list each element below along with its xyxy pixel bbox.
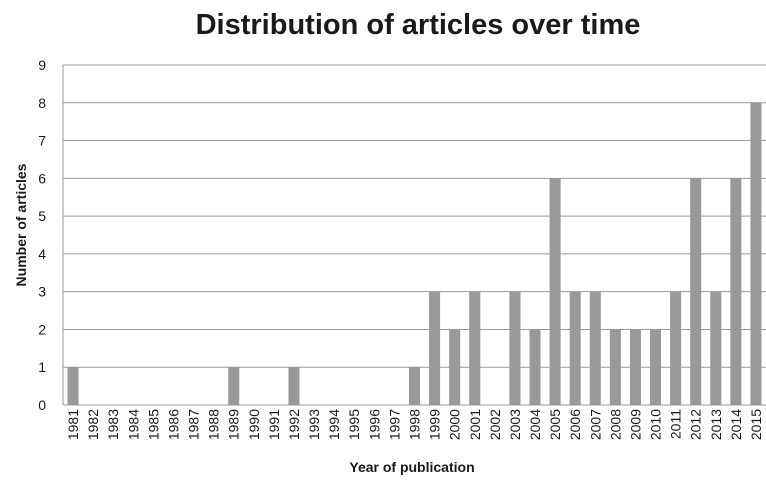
x-tick-label: 2013 xyxy=(708,409,724,440)
x-tick-label: 2006 xyxy=(567,409,583,440)
x-tick-label: 1998 xyxy=(407,409,423,440)
x-tick-label: 1981 xyxy=(65,409,81,440)
x-tick-label: 1995 xyxy=(346,409,362,440)
x-tick-label: 1988 xyxy=(206,409,222,440)
y-tick-label: 3 xyxy=(38,284,46,300)
x-tick-label: 1989 xyxy=(226,409,242,440)
x-tick-label: 2010 xyxy=(648,409,664,440)
x-tick-label: 2000 xyxy=(447,409,463,440)
bar-2012 xyxy=(690,178,702,405)
y-tick-label: 8 xyxy=(38,95,46,111)
x-tick-label: 1994 xyxy=(326,409,342,440)
y-axis-ticks: 0 1 2 3 4 5 6 7 8 9 xyxy=(38,57,46,413)
x-tick-label: 1999 xyxy=(427,409,443,440)
x-tick-label: 1986 xyxy=(165,409,181,440)
bar-2007 xyxy=(589,291,601,405)
bar-2000 xyxy=(449,329,461,405)
x-tick-label: 2009 xyxy=(627,409,643,440)
bar-2013 xyxy=(710,291,722,405)
x-tick-label: 1985 xyxy=(145,409,161,440)
bar-1989 xyxy=(228,367,240,405)
x-tick-label: 1996 xyxy=(366,409,382,440)
y-tick-label: 2 xyxy=(38,321,46,337)
x-tick-label: 1987 xyxy=(186,409,202,440)
x-tick-label: 1982 xyxy=(85,409,101,440)
x-tick-label: 1992 xyxy=(286,409,302,440)
bar-1998 xyxy=(408,367,421,405)
bar-2009 xyxy=(629,329,641,405)
bar-2004 xyxy=(529,329,541,405)
x-tick-label: 1997 xyxy=(386,409,402,440)
y-tick-label: 5 xyxy=(38,208,46,224)
x-tick-label: 2012 xyxy=(688,409,704,440)
x-tick-label: 2014 xyxy=(728,409,744,440)
bar-2014 xyxy=(730,178,742,405)
y-tick-label: 6 xyxy=(38,170,46,186)
bar-2015 xyxy=(750,102,762,406)
bar-2003 xyxy=(509,291,521,405)
bar-1992 xyxy=(288,367,300,405)
x-tick-label: 2001 xyxy=(467,409,483,440)
x-axis-title: Year of publication xyxy=(349,459,474,475)
bar-2011 xyxy=(670,291,682,405)
x-tick-label: 2005 xyxy=(547,409,563,440)
chart-title: Distribution of articles over time xyxy=(196,9,641,41)
x-tick-label: 2004 xyxy=(527,409,543,440)
y-tick-label: 7 xyxy=(38,133,46,149)
x-axis-ticks: 1981 1982 1983 1984 1985 1986 1987 1988 1989 1990… xyxy=(65,409,764,440)
bar-2008 xyxy=(609,329,621,405)
bar-2010 xyxy=(650,329,662,405)
x-tick-label: 2008 xyxy=(607,409,623,440)
x-tick-label: 1990 xyxy=(246,409,262,440)
x-tick-label: 2011 xyxy=(668,409,684,439)
bar-1981 xyxy=(67,367,79,405)
bars xyxy=(67,102,762,406)
x-tick-label: 2007 xyxy=(587,409,603,440)
x-tick-label: 1983 xyxy=(105,409,121,440)
x-tick-label: 1991 xyxy=(266,409,282,440)
x-tick-label: 1993 xyxy=(306,409,322,440)
x-tick-label: 2002 xyxy=(487,409,503,440)
y-tick-label: 4 xyxy=(38,246,46,262)
x-tick-label: 2003 xyxy=(507,409,523,440)
y-tick-label: 0 xyxy=(38,397,46,413)
y-tick-label: 9 xyxy=(38,57,46,73)
x-tick-label: 1984 xyxy=(125,409,141,440)
x-tick-label: 2015 xyxy=(748,409,764,440)
bar-1999 xyxy=(429,291,441,405)
y-axis-title: Number of articles xyxy=(13,163,29,286)
gridlines xyxy=(62,64,766,406)
bar-2005 xyxy=(549,178,561,405)
bar-2006 xyxy=(569,291,581,405)
bar-2001 xyxy=(469,291,481,405)
y-tick-label: 1 xyxy=(38,359,46,375)
